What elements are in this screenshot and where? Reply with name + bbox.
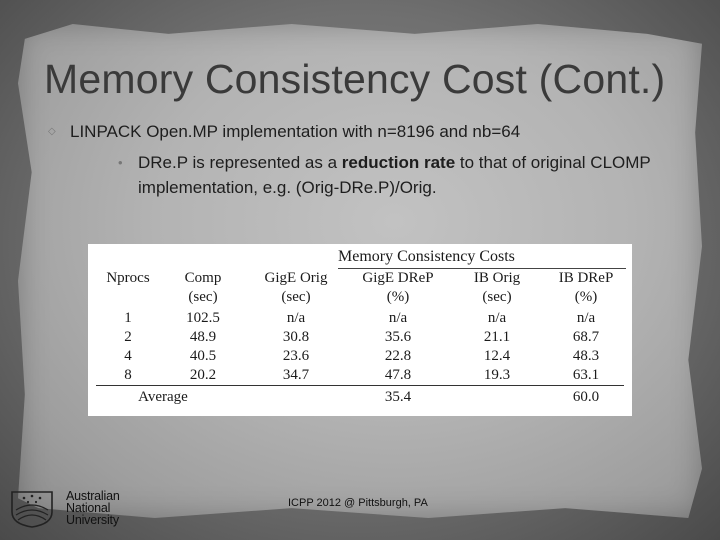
header-gige-orig: GigE Orig (264, 270, 328, 286)
slide-footer: ICPP 2012 @ Pittsburgh, PA (288, 497, 428, 509)
sub-bullet-marker-icon: • (118, 155, 123, 170)
table-cell: 19.3 (483, 367, 511, 383)
bullet-marker-icon: ◇ (48, 126, 56, 137)
table-cell: n/a (286, 310, 306, 326)
unit-gige-drep: (%) (386, 289, 410, 305)
table-cell: 68.7 (572, 329, 600, 345)
table-title: Memory Consistency Costs (338, 248, 515, 265)
bullet-drep-text: DRe.P is represented as a reduction rate… (138, 150, 678, 200)
anu-logo-line3: University (66, 513, 119, 527)
table-cell: 40.5 (189, 348, 217, 364)
table-cell: n/a (487, 310, 507, 326)
bullet-drep-bold: reduction rate (341, 153, 456, 172)
unit-gige-orig: (sec) (281, 289, 311, 305)
header-ib-orig: IB Orig (473, 270, 521, 286)
table-cell: 63.1 (572, 367, 600, 383)
table-cell: 48.3 (572, 348, 600, 364)
table-cell: 20.2 (189, 367, 217, 383)
average-ib-drep: 60.0 (572, 389, 600, 405)
anu-logo-line2: National (66, 501, 111, 515)
header-ib-drep: IB DReP (558, 270, 614, 286)
header-nprocs: Nprocs (106, 270, 150, 286)
average-gige-drep: 35.4 (384, 389, 412, 405)
table-cell: n/a (576, 310, 596, 326)
unit-comp: (sec) (188, 289, 218, 305)
unit-ib-orig: (sec) (482, 289, 512, 305)
memory-consistency-table: Memory Consistency Costs Nprocs Comp Gig… (88, 244, 632, 416)
anu-logo: Australian National University (8, 486, 138, 532)
table-cell: 2 (124, 329, 132, 345)
header-comp: Comp (184, 270, 222, 286)
table-cell: 35.6 (384, 329, 412, 345)
table-cell: 21.1 (483, 329, 511, 345)
table-cell: 102.5 (186, 310, 220, 326)
average-label: Average (138, 389, 188, 405)
table-cell: 23.6 (282, 348, 310, 364)
table-cell: 4 (124, 348, 132, 364)
anu-logo-line1: Australian (66, 489, 120, 503)
table-cell: 12.4 (483, 348, 511, 364)
table-cell: 22.8 (384, 348, 412, 364)
table-cell: 34.7 (282, 367, 310, 383)
table-cell: 8 (124, 367, 132, 383)
anu-crest-icon (11, 491, 53, 528)
bullet-linpack-text: LINPACK Open.MP implementation with n=81… (70, 122, 521, 141)
table-average-rule (96, 385, 624, 386)
table-cell: 48.9 (189, 329, 217, 345)
table-title-rule (338, 268, 626, 269)
unit-ib-drep: (%) (574, 289, 598, 305)
bullet-drep-pre: DRe.P is represented as a (138, 153, 342, 172)
bullet-drep-post: to that of original CLOMP implementation… (138, 153, 651, 197)
header-gige-drep: GigE DReP (362, 270, 434, 286)
table-cell: 47.8 (384, 367, 412, 383)
table-cell: 30.8 (282, 329, 310, 345)
table-cell: 1 (124, 310, 132, 326)
anu-logo-text: Australian National University (66, 489, 120, 527)
table-cell: n/a (388, 310, 408, 326)
slide-title: Memory Consistency Cost (Cont.) (44, 56, 666, 102)
